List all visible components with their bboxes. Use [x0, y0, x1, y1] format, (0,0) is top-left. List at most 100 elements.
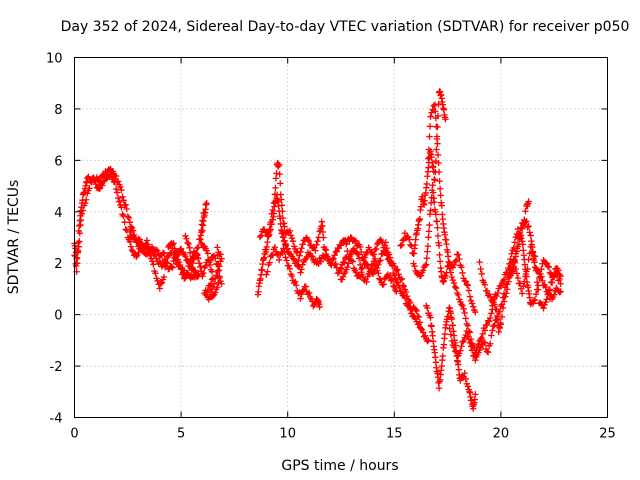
data-point [185, 240, 192, 248]
data-point [412, 306, 419, 313]
data-point [298, 245, 305, 252]
data-point [477, 335, 484, 343]
data-point [100, 178, 107, 185]
data-point [285, 262, 292, 269]
data-point [207, 293, 215, 300]
data-point [91, 177, 98, 185]
y-tick-labels: -4 -2 0 2 4 6 8 10 [46, 52, 63, 427]
data-point [461, 369, 468, 377]
data-point [160, 273, 168, 281]
data-point [279, 214, 287, 222]
data-point [358, 265, 365, 273]
data-point [337, 242, 345, 249]
data-point [436, 258, 444, 265]
y-tick-label: 10 [46, 52, 63, 67]
data-point [184, 269, 191, 277]
data-point [468, 300, 476, 307]
data-point [434, 151, 442, 159]
data-point [383, 252, 391, 259]
data-point [499, 277, 507, 285]
data-point [115, 194, 122, 202]
data-point [426, 133, 433, 140]
data-point [457, 347, 464, 354]
series-track [71, 171, 202, 281]
data-point [507, 255, 514, 263]
data-point [462, 278, 469, 285]
data-point [281, 248, 288, 255]
data-point [118, 204, 125, 211]
data-point [510, 244, 517, 252]
data-point [398, 275, 405, 283]
data-point [451, 283, 459, 291]
data-point [452, 257, 460, 264]
data-point [286, 227, 294, 235]
data-point [431, 198, 438, 206]
data-point [120, 197, 127, 204]
data-point [494, 315, 501, 323]
data-point [451, 258, 459, 266]
data-point [164, 253, 171, 261]
data-point [196, 260, 203, 267]
data-point [370, 251, 378, 258]
data-point [476, 258, 483, 266]
data-point [527, 243, 534, 251]
data-point [356, 243, 364, 251]
data-point [432, 108, 439, 115]
data-point [178, 271, 186, 278]
data-point [456, 350, 463, 357]
data-point [393, 278, 400, 286]
data-point [427, 314, 434, 321]
data-point [504, 286, 511, 293]
data-point [442, 272, 449, 279]
data-point [406, 236, 413, 243]
data-point [450, 344, 458, 351]
series-track [337, 245, 400, 295]
series-track [327, 234, 432, 345]
data-point [199, 227, 206, 235]
data-point [450, 279, 458, 287]
data-point [382, 247, 389, 255]
data-point [438, 202, 445, 209]
data-point [522, 219, 529, 226]
data-point [186, 249, 194, 257]
data-point [297, 269, 304, 276]
series-sdtvar [71, 88, 564, 412]
data-point [77, 216, 85, 224]
data-point [197, 235, 204, 243]
data-point [275, 161, 283, 169]
data-point [193, 273, 201, 281]
data-point [143, 237, 151, 244]
data-point [487, 340, 494, 347]
data-point [291, 278, 299, 285]
data-point [436, 185, 444, 192]
data-point [279, 208, 286, 215]
data-point [416, 319, 424, 326]
data-point [545, 287, 553, 294]
data-point [386, 272, 394, 279]
data-point [168, 263, 175, 270]
data-point [546, 286, 554, 293]
data-point [305, 289, 313, 296]
data-point [432, 359, 440, 366]
data-point [150, 261, 157, 268]
data-point [207, 257, 214, 264]
data-point [283, 257, 290, 264]
data-point [391, 283, 398, 291]
data-point [548, 279, 556, 286]
data-point [281, 223, 288, 230]
data-point [425, 146, 433, 153]
data-point [433, 123, 440, 130]
data-point [160, 250, 168, 257]
data-point [181, 275, 188, 282]
data-point [422, 262, 429, 269]
data-point [182, 274, 189, 281]
data-point [256, 233, 264, 241]
data-point [377, 276, 384, 283]
series-track [256, 159, 332, 264]
data-point [503, 290, 510, 297]
data-point [461, 309, 468, 317]
data-point [393, 288, 400, 295]
data-point [441, 330, 449, 338]
data-point [320, 234, 327, 241]
